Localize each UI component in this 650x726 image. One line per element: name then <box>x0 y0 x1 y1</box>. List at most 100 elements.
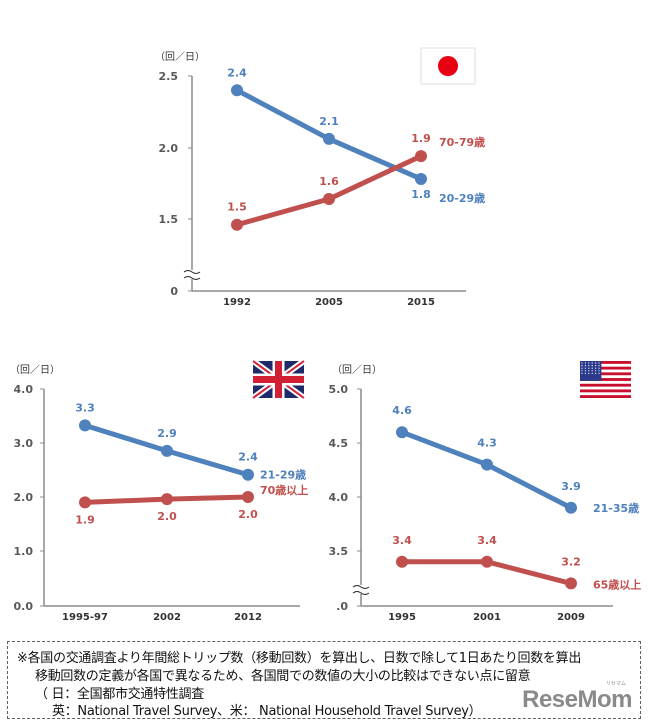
usa-flag-canton <box>580 361 602 381</box>
footnote-line-1: ※各国の交通調査より年間総トリップ数（移動回数）を算出し、日数で除して1日あたり… <box>17 651 582 666</box>
usa-flag-star <box>598 362 600 364</box>
uk-x-tick-label: 2012 <box>234 612 262 623</box>
usa-flag-star <box>591 372 593 374</box>
uk-unit-label: （回／日） <box>10 364 60 376</box>
usa-flag-star <box>588 367 590 369</box>
uk-data-label-young: 2.9 <box>157 427 177 440</box>
resemom-logo: ReseMom <box>522 686 632 713</box>
footnote-line-3: （ 日：全国都市交通特性調査 <box>35 687 204 702</box>
usa-flag-stripe <box>580 378 631 381</box>
uk-data-point-old <box>242 490 254 503</box>
japan-data-label-old: 1.5 <box>227 201 247 214</box>
usa-data-label-old: 3.2 <box>561 555 581 568</box>
usa-data-label-young: 3.9 <box>561 480 581 493</box>
usa-flag-star <box>598 365 600 367</box>
usa-series-name-young: 21-35歳 <box>593 501 639 515</box>
usa-flag-star <box>584 362 587 364</box>
usa-data-label-young: 4.6 <box>392 404 412 417</box>
usa-data-point-young <box>481 458 493 471</box>
usa-flag-star <box>595 367 597 369</box>
footnote-line-4: 英：National Travel Survey、米： National Hou… <box>52 704 482 719</box>
uk-data-label-old: 2.0 <box>238 508 258 521</box>
usa-flag-star <box>584 365 587 367</box>
uk-data-label-old: 2.0 <box>157 510 177 523</box>
usa-flag-star <box>584 372 587 374</box>
japan-x-tick-label: 2005 <box>315 297 343 308</box>
usa-flag-star <box>581 367 583 369</box>
logo-subtext: リセマム <box>605 681 626 687</box>
usa-flag-star <box>588 362 590 364</box>
usa-flag-star <box>588 370 590 372</box>
usa-flag-star <box>595 372 597 374</box>
usa-flag-star <box>598 367 600 369</box>
usa-x-tick-label: 2009 <box>557 612 585 623</box>
uk-data-point-old <box>161 493 173 506</box>
usa-flag-stripe <box>580 366 631 370</box>
usa-flag-star <box>595 362 597 364</box>
japan-flag-sun <box>438 56 458 76</box>
usa-data-label-old: 3.4 <box>477 534 497 547</box>
usa-data-point-young <box>565 501 577 514</box>
usa-flag-star <box>588 365 590 367</box>
japan-y-tick-label: 2.5 <box>159 70 179 83</box>
usa-data-point-old <box>396 555 408 568</box>
usa-flag-star <box>581 372 583 374</box>
uk-y-tick-label: 2.0 <box>14 491 34 504</box>
usa-data-point-young <box>396 426 408 439</box>
usa-flag-star <box>591 370 593 372</box>
uk-data-point-young <box>161 444 173 457</box>
usa-flag-star <box>581 362 583 364</box>
japan-data-label-old: 1.9 <box>411 132 431 145</box>
uk-data-point-young <box>79 419 91 432</box>
japan-data-label-young: 2.1 <box>319 115 339 128</box>
usa-flag-stripe <box>580 383 631 387</box>
usa-x-tick-label: 1995 <box>388 612 416 623</box>
japan-axis-break-icon <box>183 270 201 274</box>
usa-y-tick-label: 4.5 <box>329 437 349 450</box>
uk-series-name-young: 21-29歳 <box>260 468 306 482</box>
usa-flag-stripe <box>580 389 631 393</box>
usa-flag-star <box>591 367 593 369</box>
uk-data-label-old: 1.9 <box>75 513 95 526</box>
japan-data-point-young <box>415 172 427 185</box>
usa-flag-star <box>595 370 597 372</box>
japan-y-tick-label: 1.5 <box>159 213 179 226</box>
usa-flag-star <box>584 370 587 372</box>
usa-data-label-young: 4.3 <box>477 437 497 450</box>
japan-data-point-young <box>323 132 335 145</box>
uk-y-tick-label: 4.0 <box>14 383 34 396</box>
usa-flag-star <box>584 367 587 369</box>
uk-y-tick-label: 1.0 <box>14 545 34 558</box>
usa-flag-star <box>598 372 600 374</box>
uk-data-point-old <box>79 496 91 509</box>
footnote-line-2: 移動回数の定義が各国で異なるため、各国間での数値の大小の比較はできない点に留意 <box>35 669 531 684</box>
japan-data-label-young: 2.4 <box>227 66 247 79</box>
japan-unit-label: （回／日） <box>155 51 205 63</box>
usa-unit-label: （回／日） <box>332 364 382 376</box>
uk-data-label-young: 3.3 <box>75 401 95 414</box>
usa-flag-star <box>591 362 593 364</box>
usa-x-tick-label: 2001 <box>473 612 501 623</box>
japan-series-line-old <box>234 153 424 228</box>
usa-y-tick-label: 3.5 <box>329 545 349 558</box>
usa-y-tick-label: 4.0 <box>329 491 349 504</box>
uk-x-tick-label: 2002 <box>153 612 181 623</box>
usa-flag-star <box>581 370 583 372</box>
usa-axis-break-gap <box>358 585 364 594</box>
japan-x-tick-label: 1992 <box>223 297 251 308</box>
japan-y-tick-label: 0 <box>170 285 178 298</box>
japan-data-point-old <box>323 192 335 205</box>
uk-data-label-young: 2.4 <box>238 451 258 464</box>
usa-axis-break-icon <box>352 585 370 589</box>
uk-data-point-young <box>242 468 254 481</box>
japan-data-label-young: 1.8 <box>411 188 431 201</box>
usa-flag-stripe <box>580 372 631 376</box>
usa-y-tick-label: .0 <box>336 600 348 613</box>
usa-flag-star <box>595 365 597 367</box>
japan-data-point-old <box>415 150 427 163</box>
usa-flag-star <box>598 370 600 372</box>
japan-data-label-old: 1.6 <box>319 175 339 188</box>
charts-canvas: （回／日） 2.5 2.0 1.5 0 1992 2005 2015 2.4 2.1 1.8 20-2… <box>10 47 641 623</box>
japan-axis-break-icon <box>183 276 201 280</box>
japan-series-name-young: 20-29歳 <box>439 191 485 205</box>
